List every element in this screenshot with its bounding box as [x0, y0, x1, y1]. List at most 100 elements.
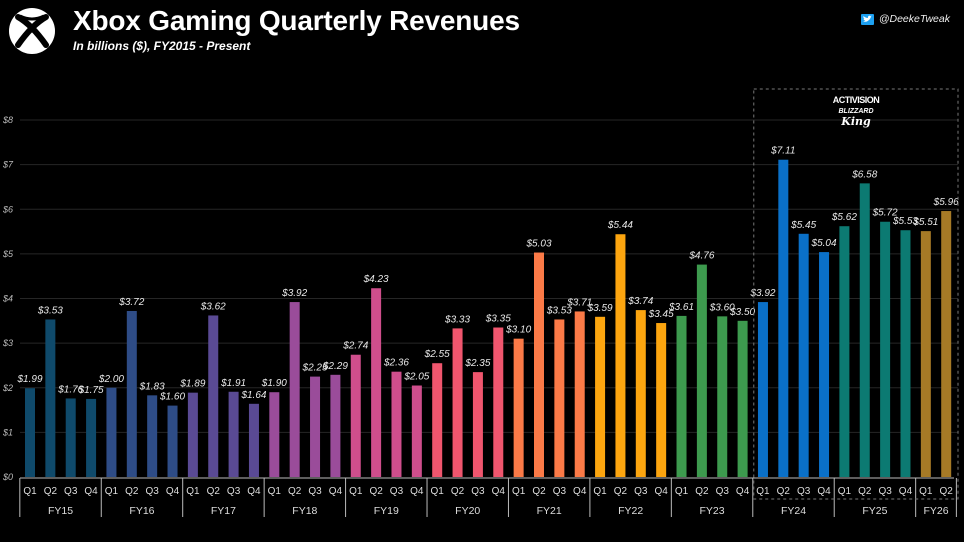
x-tick-label: Q2: [451, 486, 465, 497]
data-label: $1.76: [57, 384, 83, 395]
data-label: $5.51: [912, 217, 938, 228]
credit-handle: @DeekeTweak: [878, 13, 950, 25]
x-tick-label: Q1: [186, 486, 200, 497]
x-tick-label: Q2: [614, 486, 628, 497]
king-label: King: [841, 115, 871, 128]
data-label: $1.60: [159, 392, 185, 403]
bar: [900, 230, 911, 477]
x-tick-label: Q1: [431, 486, 445, 497]
x-tick-label: Q4: [817, 486, 831, 497]
group-label: FY26: [923, 505, 948, 517]
data-label: $1.90: [261, 378, 287, 389]
data-label: $1.83: [139, 381, 165, 392]
bar: [228, 391, 239, 477]
bar: [513, 338, 524, 477]
x-tick-label: Q1: [593, 486, 607, 497]
data-label: $5.96: [933, 197, 959, 208]
data-label: $5.62: [831, 212, 857, 223]
bar: [187, 392, 198, 477]
bar: [778, 159, 789, 477]
x-tick-label: Q2: [125, 486, 139, 497]
data-label: $1.91: [220, 378, 246, 389]
bar: [615, 234, 626, 477]
chart-subtitle: In billions ($), FY2015 - Present: [73, 39, 251, 53]
x-tick-label: Q4: [654, 486, 668, 497]
bar: [208, 315, 219, 477]
bar: [248, 403, 259, 477]
bar: [45, 319, 56, 477]
bar: [269, 392, 280, 477]
x-tick-label: Q3: [227, 486, 241, 497]
group-label: FY22: [618, 505, 643, 517]
bar: [737, 320, 748, 477]
x-tick-label: Q3: [553, 486, 567, 497]
blizzard-label: BLIZZARD: [838, 108, 874, 115]
group-label: FY17: [211, 505, 236, 517]
bar: [411, 385, 422, 477]
bar: [574, 311, 585, 477]
data-label: $2.29: [322, 361, 348, 372]
bar: [635, 310, 646, 477]
data-label: $1.99: [16, 374, 42, 385]
data-label: $1.64: [240, 390, 266, 401]
activision-blizzard-king-logo: ACTIVISION BLIZZARD King: [826, 95, 886, 128]
x-tick-label: Q4: [736, 486, 750, 497]
credit: @DeekeTweak: [860, 13, 950, 25]
x-tick-label: Q2: [288, 486, 302, 497]
bar: [696, 264, 707, 477]
y-tick-label: $2: [2, 383, 13, 393]
group-label: FY23: [700, 505, 725, 517]
x-tick-label: Q3: [797, 486, 811, 497]
bar: [676, 315, 687, 477]
x-tick-label: Q1: [512, 486, 526, 497]
x-tick-label: Q2: [777, 486, 791, 497]
group-label: FY18: [292, 505, 317, 517]
data-label: $3.71: [566, 297, 592, 308]
x-tick-label: Q1: [268, 486, 282, 497]
x-tick-label: Q1: [105, 486, 119, 497]
data-label: $4.23: [363, 274, 389, 285]
bar: [656, 323, 667, 477]
y-tick-label: $4: [2, 294, 13, 304]
bar: [757, 302, 768, 477]
data-label: $3.61: [668, 302, 694, 313]
data-label: $3.62: [200, 301, 226, 312]
bar: [595, 316, 606, 477]
x-tick-label: Q3: [308, 486, 322, 497]
group-label: FY20: [455, 505, 480, 517]
data-label: $3.35: [485, 314, 511, 325]
xbox-logo-icon: [9, 8, 55, 54]
x-tick-label: Q4: [410, 486, 424, 497]
twitter-bird-icon: [860, 13, 874, 25]
data-label: $5.04: [811, 238, 837, 249]
group-label: FY15: [48, 505, 73, 517]
data-label: $5.03: [525, 239, 551, 250]
bar: [167, 405, 178, 477]
bar: [839, 226, 850, 477]
x-tick-label: Q4: [84, 486, 98, 497]
data-label: $3.10: [505, 325, 531, 336]
x-tick-label: Q3: [634, 486, 648, 497]
y-tick-label: $6: [2, 204, 13, 214]
x-tick-label: Q3: [145, 486, 159, 497]
data-label: $2.36: [383, 358, 409, 369]
x-tick-label: Q4: [899, 486, 913, 497]
data-label: $3.53: [546, 305, 572, 316]
data-label: $7.11: [770, 146, 795, 157]
activision-label: ACTIVISION: [832, 95, 880, 105]
bar: [819, 252, 830, 477]
bar: [432, 363, 443, 477]
data-label: $3.92: [281, 288, 307, 299]
x-tick-label: Q1: [919, 486, 933, 497]
bar: [920, 231, 931, 477]
data-label: $2.00: [98, 374, 124, 385]
y-tick-label: $3: [2, 338, 13, 348]
bar: [493, 327, 504, 477]
x-tick-label: Q2: [44, 486, 58, 497]
data-label: $3.33: [444, 314, 470, 325]
bar: [106, 387, 117, 477]
bar: [147, 395, 158, 477]
x-tick-label: Q3: [390, 486, 404, 497]
bar: [554, 319, 565, 477]
